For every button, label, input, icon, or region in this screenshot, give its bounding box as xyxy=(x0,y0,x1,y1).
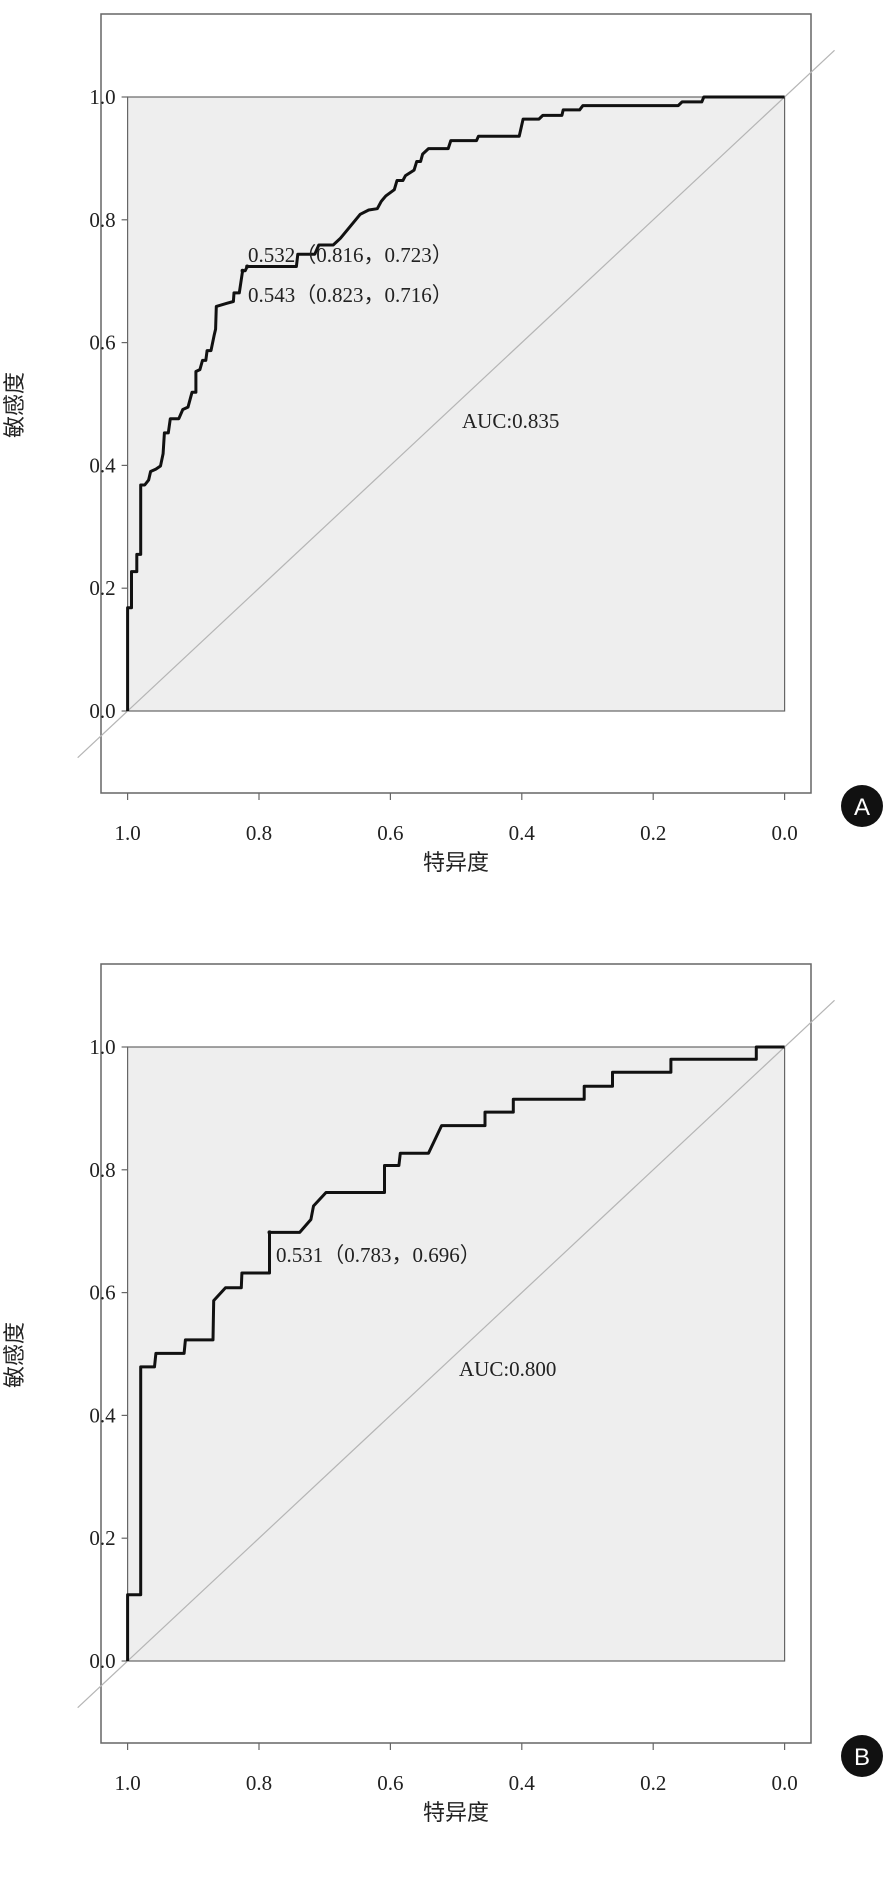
x-tick-label: 0.8 xyxy=(246,1771,272,1795)
x-tick-label: 0.0 xyxy=(771,1771,797,1795)
y-tick-label: 0.4 xyxy=(89,453,116,477)
y-tick-label: 0.0 xyxy=(89,1649,115,1673)
x-tick-label: 0.6 xyxy=(377,821,403,845)
reference-diagonal-line xyxy=(77,999,835,1709)
x-tick-label: 0.2 xyxy=(640,1771,666,1795)
cutoff-annotation: 0.543（0.823，0.716） xyxy=(248,283,453,307)
roc-panel-a: 0.0 0.2 0.4 0.6 0.8 1.0 1.0 0.8 0.6 0.4 0.2 0.0 特异度 敏… xyxy=(2,13,883,875)
roc-curve-line xyxy=(126,1045,785,1661)
cutoff-point-marker xyxy=(245,264,250,269)
y-tick-label: 0.8 xyxy=(89,208,115,232)
y-tick-label: 0.4 xyxy=(89,1403,116,1427)
x-axis-label: 特异度 xyxy=(423,850,489,875)
y-tick-label: 1.0 xyxy=(89,85,115,109)
y-tick-label: 0.8 xyxy=(89,1158,115,1182)
x-tick-label: 0.2 xyxy=(640,821,666,845)
y-axis-label: 敏感度 xyxy=(2,372,27,438)
y-tick-label: 1.0 xyxy=(89,1035,115,1059)
cutoff-point-marker xyxy=(240,268,245,273)
x-tick-label: 0.0 xyxy=(771,821,797,845)
cutoff-annotation: 0.532（0.816，0.723） xyxy=(248,243,453,267)
x-tick-label: 0.4 xyxy=(509,821,536,845)
x-tick-label: 0.6 xyxy=(377,1771,403,1795)
y-tick-label: 0.2 xyxy=(89,1526,115,1550)
auc-label: AUC:0.835 xyxy=(462,409,559,433)
y-tick-label: 0.6 xyxy=(89,1281,115,1305)
reference-diagonal-line xyxy=(77,49,835,759)
y-tick-label: 0.6 xyxy=(89,331,115,355)
x-tick-label: 1.0 xyxy=(114,1771,140,1795)
x-tick-label: 0.4 xyxy=(509,1771,536,1795)
x-tick-label: 1.0 xyxy=(114,821,140,845)
panel-badge xyxy=(841,785,883,827)
x-tick-label: 0.8 xyxy=(246,821,272,845)
cutoff-annotation: 0.531（0.783，0.696） xyxy=(276,1243,481,1267)
y-axis-label: 敏感度 xyxy=(2,1322,27,1388)
panel-badge-label: A xyxy=(854,794,870,821)
panel-badge xyxy=(841,1735,883,1777)
x-axis-label: 特异度 xyxy=(423,1800,489,1825)
y-tick-label: 0.0 xyxy=(89,699,115,723)
panel-badge-label: B xyxy=(854,1744,870,1771)
cutoff-point-marker xyxy=(267,1230,272,1235)
auc-label: AUC:0.800 xyxy=(459,1357,556,1381)
y-tick-label: 0.2 xyxy=(89,576,115,600)
roc-panel-b: 0.0 0.2 0.4 0.6 0.8 1.0 1.0 0.8 0.6 0.4 0.2 0.0 特异度 敏… xyxy=(2,963,883,1825)
